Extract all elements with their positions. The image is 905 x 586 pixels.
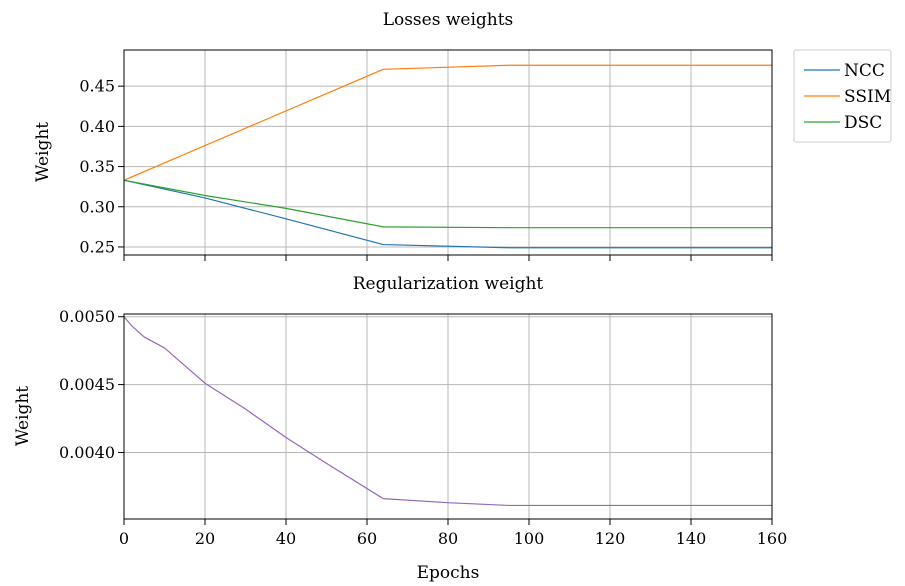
x-tick-label: 140	[676, 529, 707, 548]
x-tick-label: 20	[195, 529, 215, 548]
grid	[123, 314, 773, 519]
ssim-line	[123, 64, 772, 181]
y-tick-label: 0.30	[79, 197, 115, 216]
legend-label-dsc: DSC	[844, 113, 882, 133]
grid	[123, 50, 773, 255]
y-tick-label: 0.0040	[59, 443, 115, 462]
y-tick-label: 0.40	[79, 117, 115, 136]
x-tick-label: 100	[514, 529, 545, 548]
regularization-weight-panel: Regularization weight 0 20 40 60 80 100 120 140…	[13, 274, 787, 583]
legend: NCC SSIM DSC	[793, 49, 892, 143]
y-tick-label: 0.45	[79, 77, 115, 96]
regularization-line	[123, 316, 772, 507]
ticks: 0.25 0.30 0.35 0.40 0.45	[79, 77, 773, 261]
legend-label-ssim: SSIM	[844, 87, 891, 107]
y-axis-label: Weight	[33, 122, 53, 182]
y-tick-label: 0.35	[79, 157, 115, 176]
x-tick-label: 60	[357, 529, 377, 548]
chart-title: Losses weights	[383, 10, 514, 30]
losses-weights-panel: Losses weights 0.25 0.30 0.35 0.40 0.45 Weig…	[33, 10, 773, 261]
x-tick-label: 120	[595, 529, 626, 548]
chart-title: Regularization weight	[353, 274, 544, 294]
x-tick-label: 0	[119, 529, 129, 548]
legend-box	[793, 49, 892, 143]
x-tick-label: 80	[438, 529, 458, 548]
y-tick-label: 0.25	[79, 237, 115, 256]
y-tick-label: 0.0045	[59, 375, 115, 394]
series-lines	[123, 64, 772, 249]
x-tick-label: 40	[276, 529, 296, 548]
y-tick-label: 0.0050	[59, 307, 115, 326]
x-tick-label: 160	[757, 529, 788, 548]
x-axis-label: Epochs	[417, 563, 480, 583]
series-lines	[123, 316, 772, 507]
ticks: 0 20 40 60 80 100 120 140 160 0.0040 0.0045 0.0050	[59, 307, 787, 548]
legend-label-ncc: NCC	[844, 61, 885, 81]
dsc-line	[123, 179, 772, 229]
y-axis-label: Weight	[13, 386, 33, 446]
ncc-line	[123, 179, 772, 249]
